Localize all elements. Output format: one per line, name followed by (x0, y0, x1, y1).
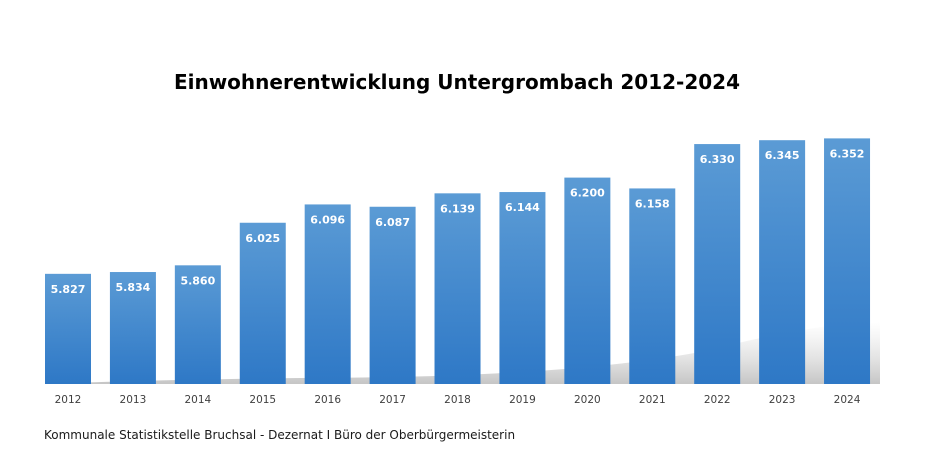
x-axis-tick-labels: 2012 2013 2014 2015 2016 2017 2018 2019 2020 2021… (55, 394, 861, 406)
x-tick-2020: 2020 (574, 394, 601, 406)
data-label-2012: 5.827 (51, 283, 86, 296)
source-footer: Kommunale Statistikstelle Bruchsal - Dez… (44, 428, 516, 442)
bar-2013 (109, 272, 156, 384)
bars-group (45, 138, 871, 384)
data-label-2023: 6.345 (765, 149, 800, 162)
data-label-2022: 6.330 (700, 153, 735, 166)
bar-2021 (629, 188, 676, 384)
x-tick-2017: 2017 (379, 394, 406, 406)
bar-2017 (369, 206, 416, 384)
x-tick-2024: 2024 (834, 394, 861, 406)
data-label-2019: 6.144 (505, 201, 540, 214)
x-tick-2019: 2019 (509, 394, 536, 406)
bar-2023 (759, 140, 806, 384)
bar-2020 (564, 177, 611, 384)
x-tick-2012: 2012 (55, 394, 82, 406)
data-label-2017: 6.087 (375, 216, 410, 229)
data-label-2024: 6.352 (830, 147, 865, 160)
data-label-2016: 6.096 (310, 213, 345, 226)
bar-2016 (304, 204, 351, 384)
data-label-2021: 6.158 (635, 197, 670, 210)
chart-title: Einwohnerentwicklung Untergrombach 2012-… (174, 70, 740, 94)
bar-2019 (499, 192, 546, 384)
data-label-2015: 6.025 (245, 232, 280, 245)
bar-2018 (434, 193, 481, 384)
bar-2014 (174, 265, 221, 384)
data-label-2018: 6.139 (440, 202, 475, 215)
bar-2015 (239, 222, 286, 384)
bar-2012 (45, 273, 91, 384)
data-label-2014: 5.860 (180, 274, 215, 287)
x-tick-2018: 2018 (444, 394, 471, 406)
x-tick-2015: 2015 (249, 394, 276, 406)
x-tick-2014: 2014 (184, 394, 211, 406)
bar-labels-group: 5.827 5.834 5.860 6.025 6.096 6.087 6.139 6.144… (51, 147, 865, 295)
x-tick-2021: 2021 (639, 394, 666, 406)
x-tick-2016: 2016 (314, 394, 341, 406)
x-tick-2022: 2022 (704, 394, 731, 406)
bar-2022 (694, 144, 741, 384)
bar-2024 (824, 138, 871, 384)
data-label-2013: 5.834 (116, 281, 151, 294)
x-tick-2023: 2023 (769, 394, 796, 406)
x-tick-2013: 2013 (120, 394, 147, 406)
data-label-2020: 6.200 (570, 187, 605, 200)
